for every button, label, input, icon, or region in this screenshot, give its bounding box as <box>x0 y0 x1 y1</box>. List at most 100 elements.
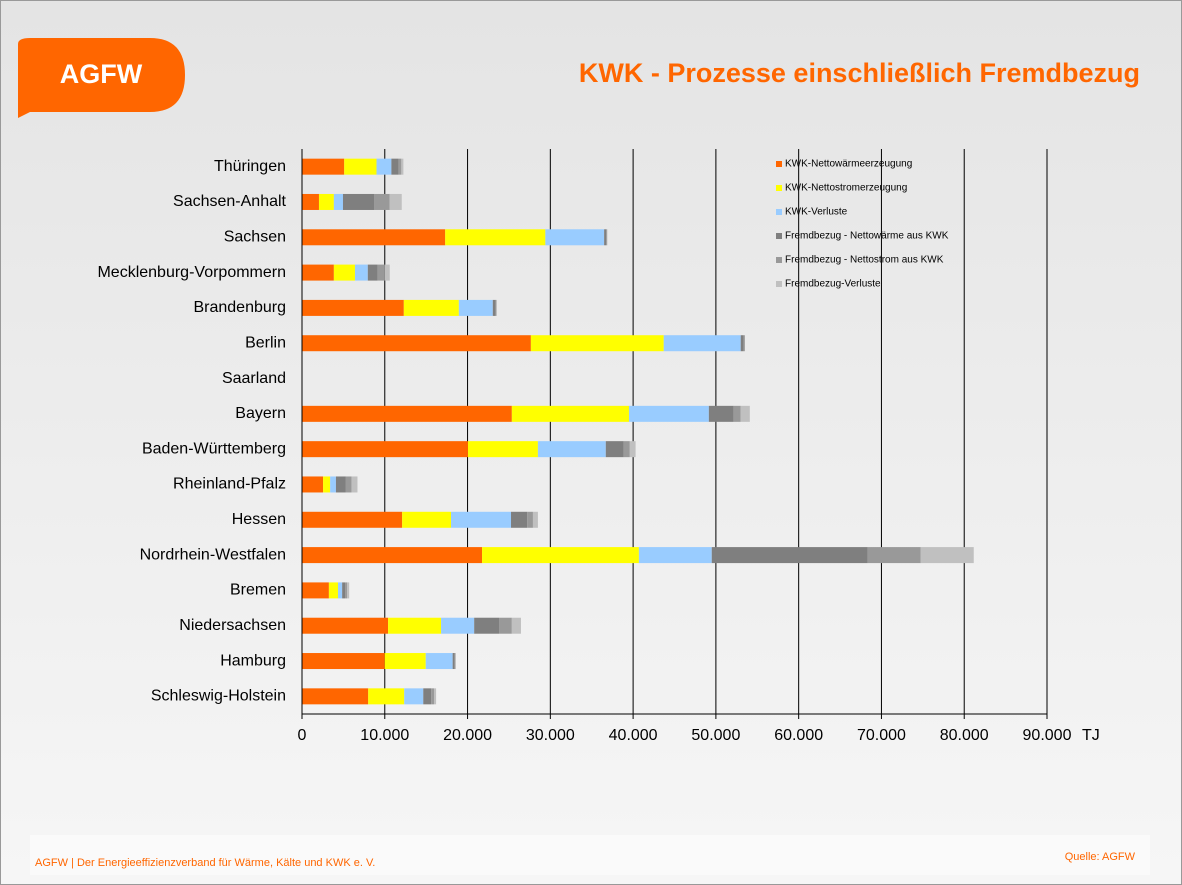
x-tick-label: 50.000 <box>691 727 740 744</box>
bar-segment <box>398 158 402 175</box>
bar-segment <box>323 476 331 493</box>
bar-segment <box>511 511 528 528</box>
bar-segment <box>431 688 435 705</box>
y-tick-label: Niedersachsen <box>179 617 286 634</box>
bar-segment <box>867 547 921 564</box>
bar-segment <box>402 511 451 528</box>
y-tick-label: Berlin <box>245 334 286 351</box>
x-tick-label: 80.000 <box>940 727 989 744</box>
legend-label: Fremdbezug-Verluste <box>785 279 881 290</box>
bar-segment <box>401 158 404 175</box>
bar-segment <box>423 688 432 705</box>
bar-segment <box>474 617 500 634</box>
bar-segment <box>733 405 741 422</box>
legend-label: KWK-Verluste <box>785 207 848 218</box>
legend-swatch <box>776 257 782 263</box>
bar-segment <box>330 476 336 493</box>
bar-segment <box>377 264 385 281</box>
x-tick-label: 60.000 <box>774 727 823 744</box>
legend-label: KWK-Nettostromerzeugung <box>785 183 907 194</box>
bar-segment <box>328 582 339 599</box>
x-tick-label: 20.000 <box>443 727 492 744</box>
footer-band <box>30 835 1150 875</box>
bar-segment <box>532 511 538 528</box>
bar-segment <box>403 299 459 316</box>
bar-segment <box>302 441 468 458</box>
bar-segment <box>605 441 624 458</box>
bar-segment <box>451 511 512 528</box>
bar-segment <box>920 547 974 564</box>
bar-segment <box>347 582 350 599</box>
bar-segment <box>302 335 531 352</box>
bar-segment <box>708 405 734 422</box>
bar-segment <box>467 441 538 458</box>
bar-segment <box>545 229 605 246</box>
logo-text: AGFW <box>60 59 143 89</box>
legend-swatch <box>776 185 782 191</box>
bar-segment <box>740 405 750 422</box>
y-tick-label: Mecklenburg-Vorpommern <box>97 264 286 281</box>
y-tick-label: Nordrhein-Westfalen <box>140 546 286 563</box>
bar-segment <box>454 653 456 670</box>
bar-segment <box>388 617 442 634</box>
y-tick-label: Baden-Württemberg <box>142 440 286 457</box>
legend-label: KWK-Nettowärmeerzeugung <box>785 159 912 170</box>
bar-segment <box>302 158 345 175</box>
footer-text: AGFW | Der Energieeffizienzverband für W… <box>35 857 375 869</box>
bar-segment <box>389 193 402 210</box>
bar-segment <box>628 405 709 422</box>
y-tick-label: Thüringen <box>214 158 286 175</box>
chart-title: KWK - Prozesse einschließlich Fremdbezug <box>579 58 1140 88</box>
bar-segment <box>342 193 375 210</box>
logo-shape <box>18 38 185 118</box>
bar-segment <box>499 617 512 634</box>
bar-segment <box>606 229 608 246</box>
y-tick-label: Hessen <box>232 511 286 528</box>
legend-swatch <box>776 233 782 239</box>
bar-segment <box>391 158 399 175</box>
bar-segment <box>302 229 446 246</box>
plot: 0 10.000 20.000 30.000 40.000 50.000 60.000 70.… <box>97 149 1100 744</box>
bar-segment <box>333 264 355 281</box>
bar-segment <box>629 441 636 458</box>
legend-swatch <box>776 161 782 167</box>
x-unit: TJ <box>1082 727 1100 744</box>
bar-segment <box>302 653 385 670</box>
bar-segment <box>302 547 483 564</box>
bar-segment <box>368 688 405 705</box>
bar-segment <box>604 229 607 246</box>
legend-label: Fremdbezug - Nettowärme aus KWK <box>785 231 949 242</box>
bar-segment <box>345 582 348 599</box>
source-text: Quelle: AGFW <box>1065 851 1136 863</box>
bar-segment <box>740 335 744 352</box>
bar-segment <box>441 617 475 634</box>
bar-segment <box>425 653 453 670</box>
y-tick-label: Schleswig-Holstein <box>151 688 286 705</box>
bar-segment <box>302 476 324 493</box>
bar-segment <box>338 582 343 599</box>
x-tick-label: 10.000 <box>360 727 409 744</box>
bar-segment <box>511 617 521 634</box>
bar-segment <box>495 299 497 316</box>
bar-segment <box>384 653 426 670</box>
bar-segment <box>344 158 377 175</box>
bar-segment <box>376 158 392 175</box>
bar-segment <box>302 617 389 634</box>
bar-segment <box>623 441 630 458</box>
bar-segment <box>638 547 712 564</box>
bar-segment <box>743 335 745 352</box>
bar-segment <box>302 264 334 281</box>
y-tick-label: Sachsen <box>224 229 286 246</box>
bar-segment <box>342 582 346 599</box>
bar-segment <box>530 335 664 352</box>
x-tick-label: 0 <box>298 727 307 744</box>
y-tick-label: Brandenburg <box>193 299 286 316</box>
bar-segment <box>434 688 437 705</box>
y-tick-label: Hamburg <box>220 652 286 669</box>
x-tick-label: 40.000 <box>609 727 658 744</box>
x-tick-label: 70.000 <box>857 727 906 744</box>
x-tick-label: 30.000 <box>526 727 575 744</box>
x-tick-label: 90.000 <box>1023 727 1072 744</box>
bar-segment <box>527 511 533 528</box>
